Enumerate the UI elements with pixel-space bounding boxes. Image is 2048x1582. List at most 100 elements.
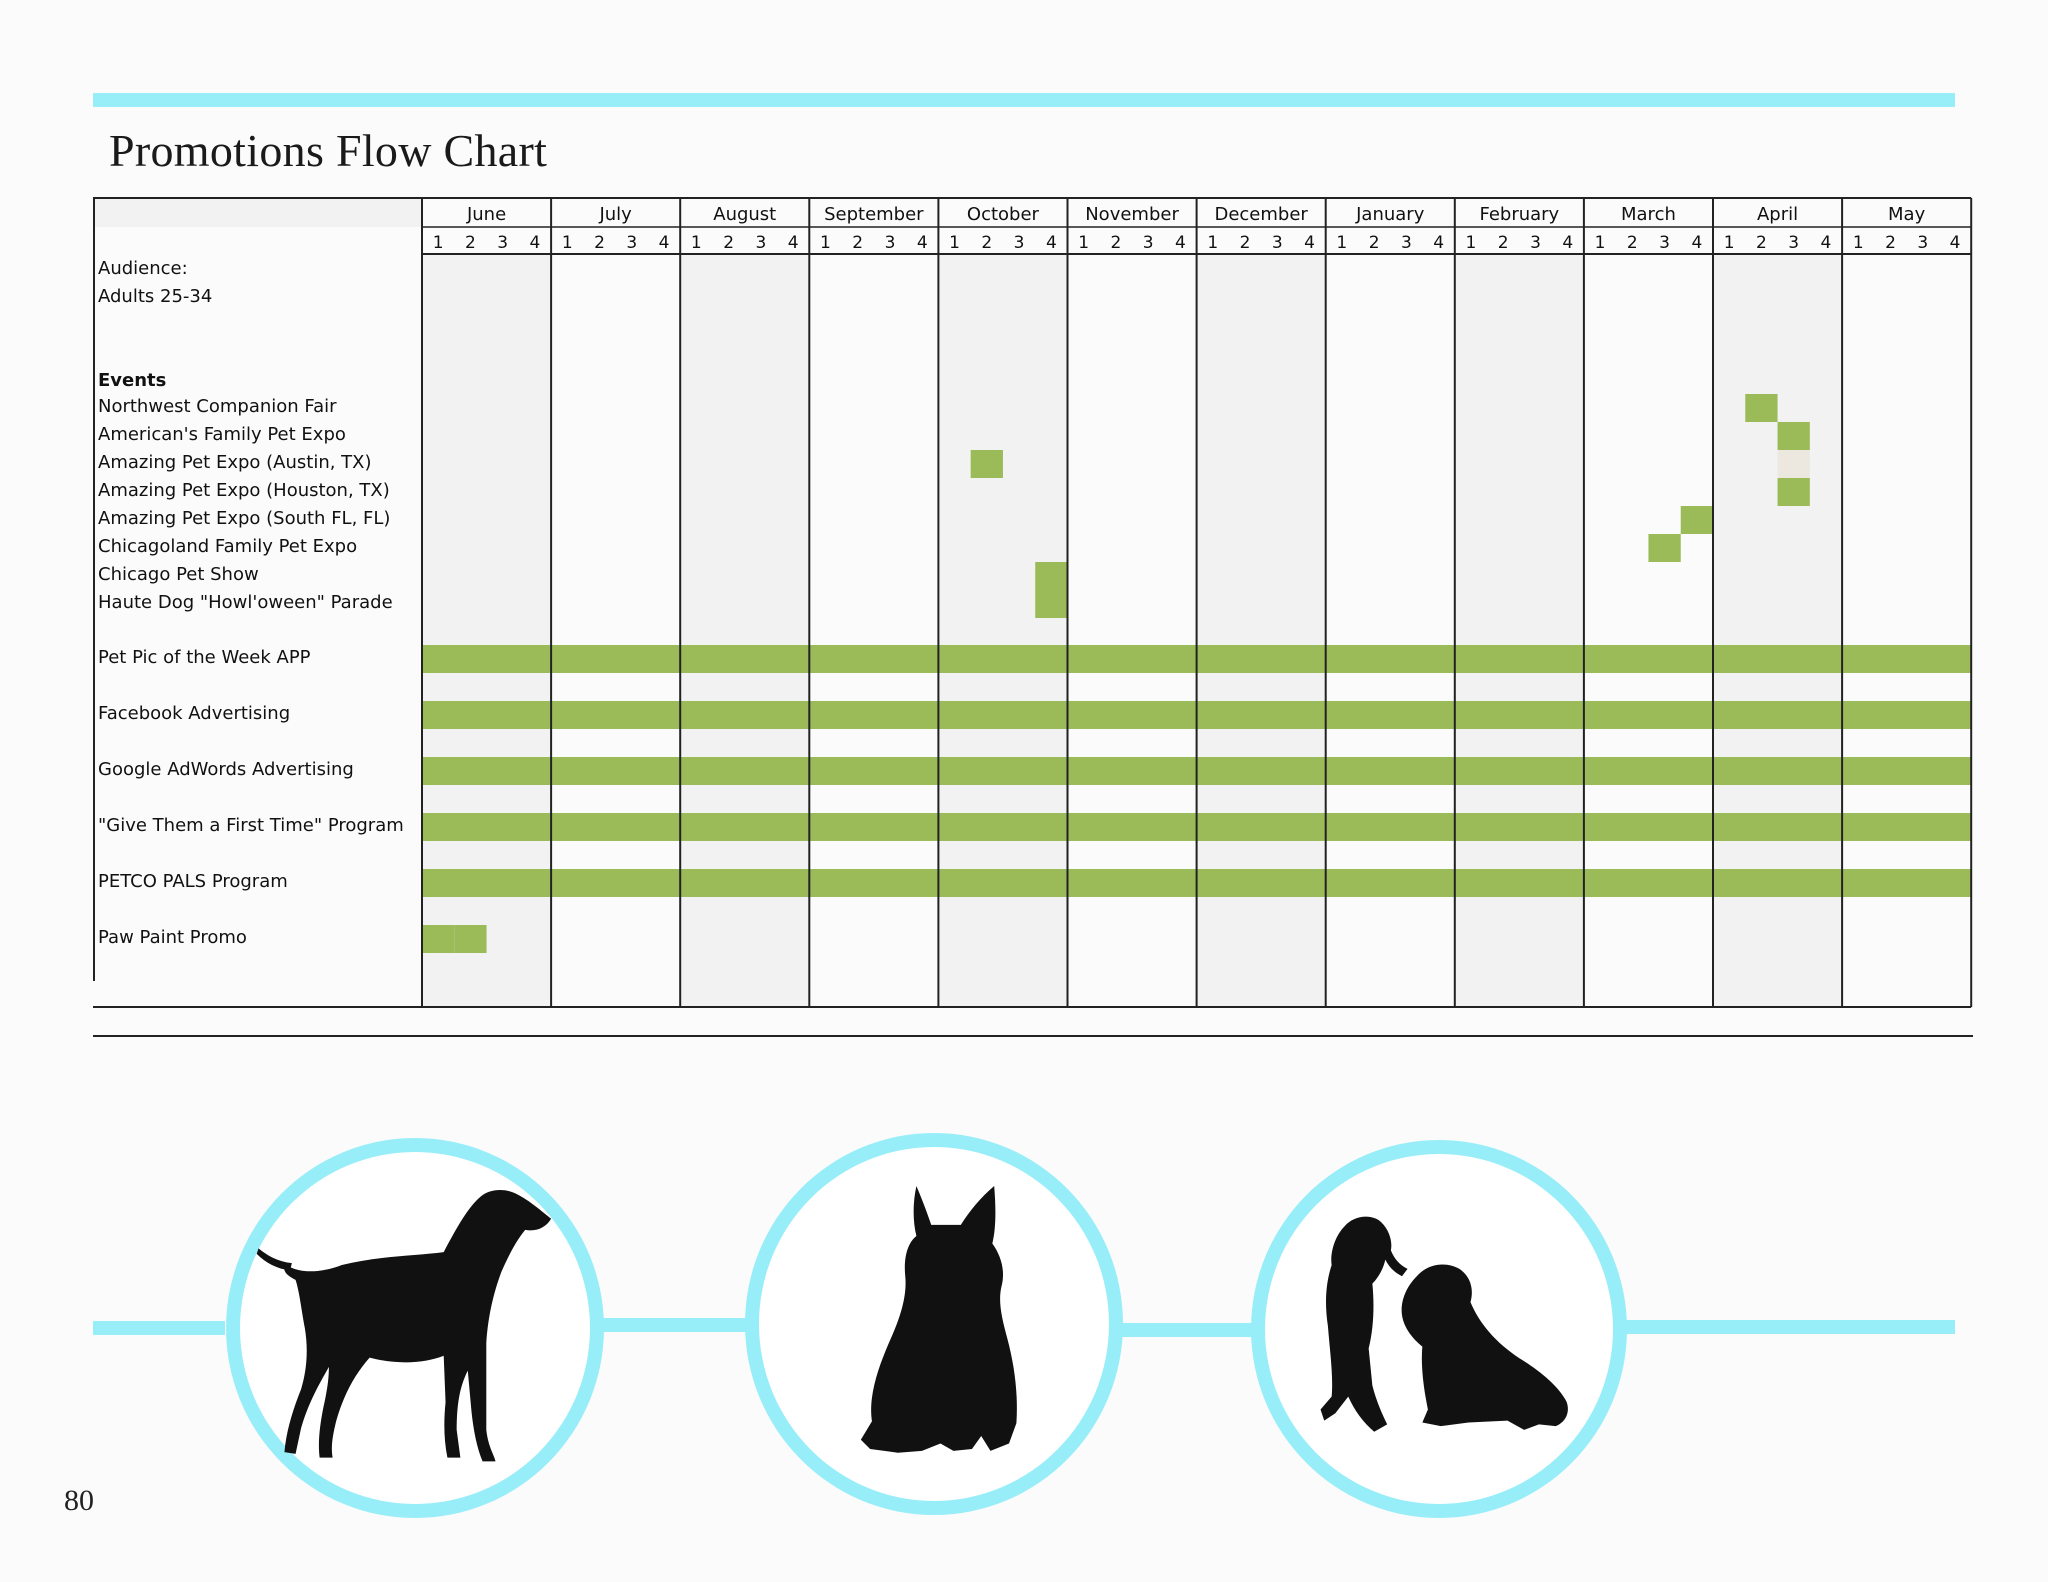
- month-label-february: February: [1479, 204, 1559, 225]
- week-label: 2: [1240, 233, 1251, 253]
- week-label: 1: [1595, 233, 1606, 253]
- week-label: 1: [1078, 233, 1089, 253]
- month-label-june: June: [466, 204, 506, 225]
- gantt-cell: [1777, 478, 1810, 506]
- row-label: Amazing Pet Expo (Austin, TX): [98, 452, 372, 473]
- row-label: Chicago Pet Show: [98, 564, 259, 585]
- month-label-may: May: [1888, 204, 1926, 225]
- week-label: 4: [1175, 233, 1186, 253]
- gantt-cell: [1648, 534, 1681, 562]
- week-label: 2: [723, 233, 734, 253]
- week-label: 4: [530, 233, 541, 253]
- week-label: 3: [755, 233, 766, 253]
- month-label-july: July: [598, 204, 632, 225]
- gantt-cell: [970, 450, 1003, 478]
- dog-circle-2: [745, 1133, 1123, 1515]
- month-label-august: August: [713, 204, 776, 225]
- gantt-cell-muted: [1777, 450, 1810, 478]
- month-label-december: December: [1214, 204, 1308, 225]
- week-label: 1: [1853, 233, 1864, 253]
- two-dachshunds-silhouette-icon: [1320, 1216, 1568, 1432]
- row-label: "Give Them a First Time" Program: [98, 815, 404, 836]
- month-label-april: April: [1757, 204, 1798, 225]
- week-label: 3: [885, 233, 896, 253]
- week-label: 4: [659, 233, 670, 253]
- gantt-cell: [1035, 562, 1068, 590]
- week-label: 1: [433, 233, 444, 253]
- week-label: 3: [1659, 233, 1670, 253]
- header-corner-cell: [95, 198, 422, 227]
- week-label: 2: [981, 233, 992, 253]
- row-label: Paw Paint Promo: [98, 927, 247, 948]
- month-label-november: November: [1085, 204, 1179, 225]
- week-label: 4: [1821, 233, 1832, 253]
- gantt-cell: [454, 925, 487, 953]
- week-label: 4: [788, 233, 799, 253]
- week-label: 2: [1369, 233, 1380, 253]
- week-label: 4: [917, 233, 928, 253]
- row-label: Amazing Pet Expo (South FL, FL): [98, 508, 391, 529]
- french-bulldog-silhouette-icon: [860, 1186, 1017, 1453]
- week-label: 4: [1562, 233, 1573, 253]
- section-divider: [93, 1035, 1973, 1037]
- row-label: Northwest Companion Fair: [98, 396, 337, 417]
- week-label: 3: [1917, 233, 1928, 253]
- month-label-october: October: [967, 204, 1040, 225]
- dog-circle-3: [1251, 1140, 1627, 1518]
- week-label: 1: [1466, 233, 1477, 253]
- row-label: American's Family Pet Expo: [98, 424, 346, 445]
- labrador-dog-silhouette-icon: [256, 1190, 552, 1462]
- week-label: 3: [1014, 233, 1025, 253]
- gantt-cell: [1680, 506, 1713, 534]
- month-label-march: March: [1621, 204, 1676, 225]
- week-label: 4: [1046, 233, 1057, 253]
- gantt-cell: [1035, 590, 1068, 618]
- events-heading: Events: [98, 370, 167, 391]
- gantt-cell: [422, 925, 455, 953]
- week-label: 4: [1304, 233, 1315, 253]
- week-label: 2: [465, 233, 476, 253]
- connector-line-left: [93, 1321, 225, 1335]
- week-label: 4: [1950, 233, 1961, 253]
- row-label: PETCO PALS Program: [98, 871, 288, 892]
- week-label: 1: [949, 233, 960, 253]
- row-label: Facebook Advertising: [98, 703, 291, 724]
- table-left-border: [93, 198, 95, 981]
- week-label: 3: [497, 233, 508, 253]
- dog-circle-1: [226, 1138, 604, 1518]
- week-label: 1: [562, 233, 573, 253]
- week-label: 2: [1110, 233, 1121, 253]
- week-label: 2: [852, 233, 863, 253]
- week-label: 4: [1433, 233, 1444, 253]
- month-label-september: September: [824, 204, 924, 225]
- week-label: 3: [626, 233, 637, 253]
- month-label-january: January: [1355, 204, 1425, 225]
- page-number: 80: [64, 1484, 94, 1517]
- week-label: 3: [1401, 233, 1412, 253]
- row-label: Google AdWords Advertising: [98, 759, 354, 780]
- week-label: 3: [1530, 233, 1541, 253]
- week-label: 3: [1143, 233, 1154, 253]
- audience-heading: Audience:: [98, 258, 188, 279]
- week-label: 1: [691, 233, 702, 253]
- week-label: 1: [1207, 233, 1218, 253]
- week-label: 3: [1788, 233, 1799, 253]
- week-label: 3: [1272, 233, 1283, 253]
- page-title: Promotions Flow Chart: [109, 125, 548, 176]
- gantt-cell: [1777, 422, 1810, 450]
- week-label: 4: [1691, 233, 1702, 253]
- connector-line-right: [1622, 1320, 1955, 1334]
- week-label: 2: [1627, 233, 1638, 253]
- row-label: Amazing Pet Expo (Houston, TX): [98, 480, 390, 501]
- audience-value: Adults 25-34: [98, 286, 213, 307]
- gantt-cell: [1745, 394, 1778, 422]
- week-label: 1: [820, 233, 831, 253]
- week-label: 2: [1885, 233, 1896, 253]
- week-label: 1: [1336, 233, 1347, 253]
- week-label: 2: [1498, 233, 1509, 253]
- connector-line-2: [1118, 1323, 1258, 1337]
- week-label: 2: [594, 233, 605, 253]
- row-label: Haute Dog "Howl'oween" Parade: [98, 592, 393, 613]
- week-label: 2: [1756, 233, 1767, 253]
